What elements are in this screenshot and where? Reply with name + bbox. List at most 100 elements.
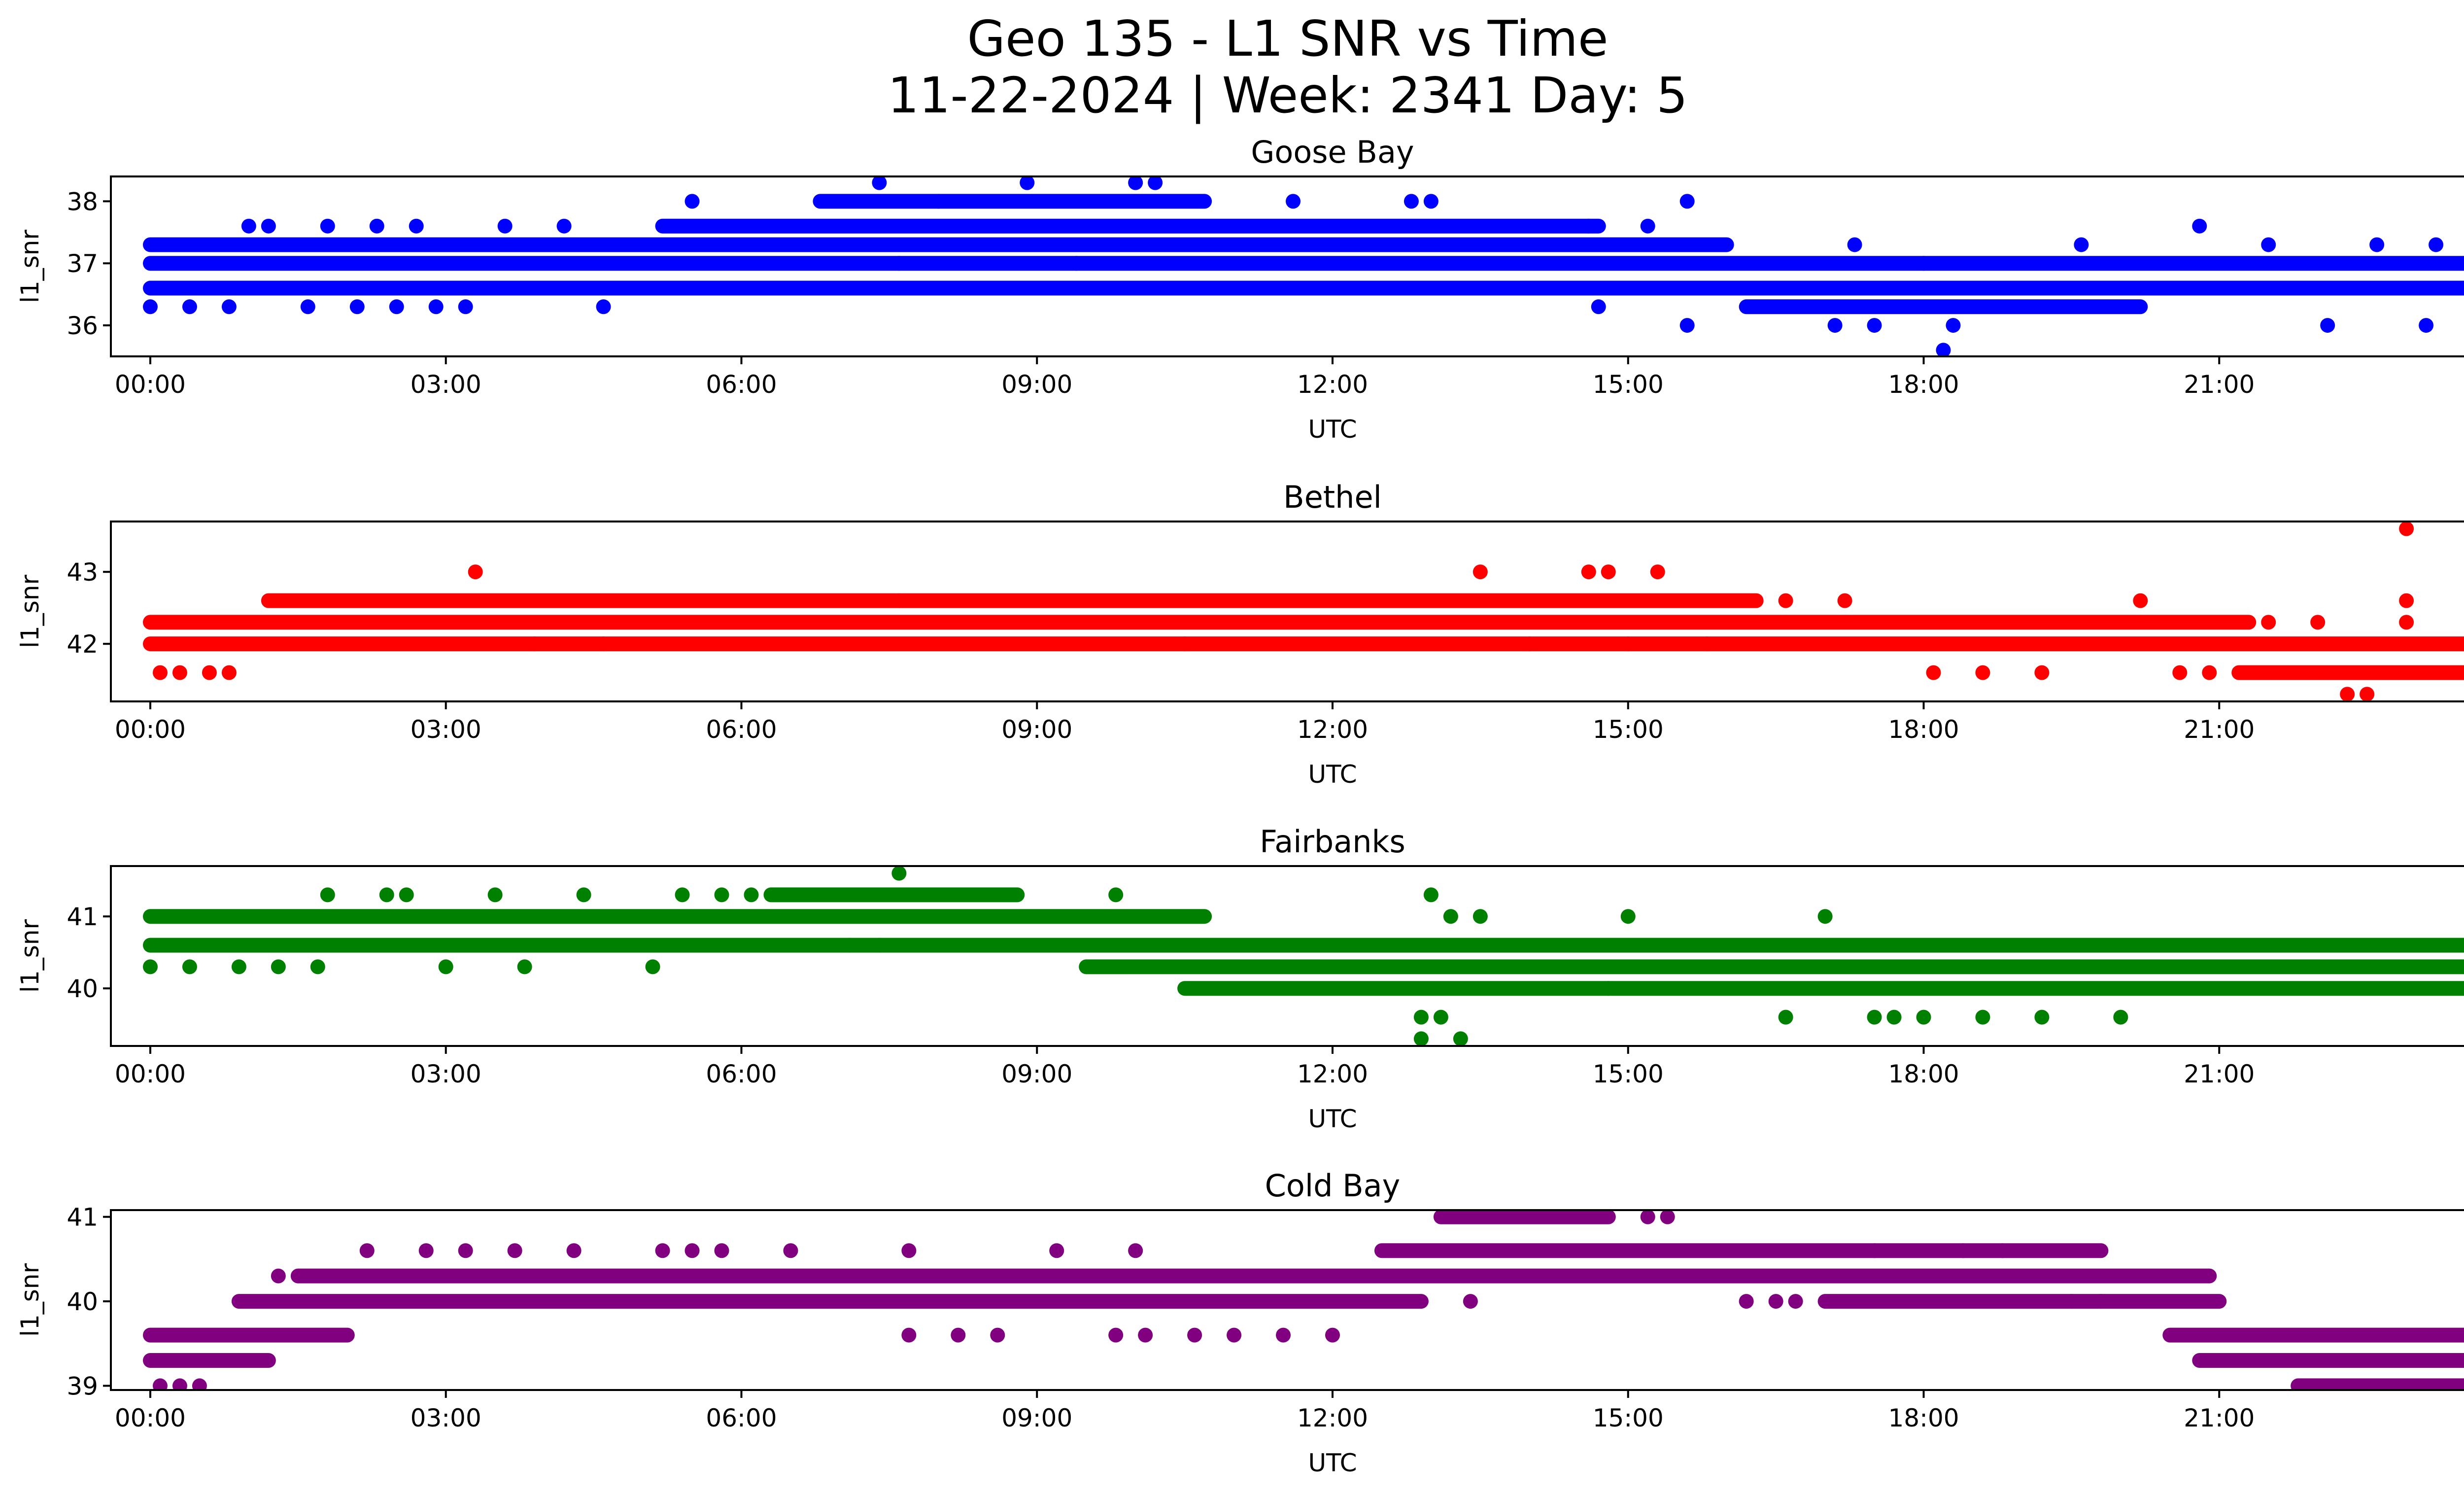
data-point	[2172, 665, 2188, 680]
x-tick-label: 21:00	[2184, 370, 2255, 399]
data-point	[369, 218, 384, 234]
x-tick-label: 00:00	[115, 370, 186, 399]
data-point	[576, 887, 591, 903]
x-tick-label: 18:00	[1888, 715, 1959, 744]
data-point	[182, 299, 197, 314]
data-point	[1413, 1009, 1429, 1025]
data-point	[596, 299, 611, 314]
data-point	[1679, 318, 1695, 333]
data-point	[379, 887, 394, 903]
data-point	[468, 564, 483, 580]
panel-title: Fairbanks	[1260, 824, 1405, 860]
data-point	[1837, 593, 1852, 608]
data-point	[517, 959, 532, 974]
data-point	[142, 299, 158, 314]
data-point	[2360, 687, 2375, 701]
x-tick-label: 15:00	[1593, 1404, 1664, 1432]
data-point	[1472, 564, 1488, 580]
axes-frame	[110, 865, 2464, 1047]
x-tick-label: 03:00	[411, 1060, 481, 1088]
data-series-goose-bay	[142, 176, 2464, 356]
x-tick-label: 03:00	[411, 370, 481, 399]
x-tick-label: 12:00	[1297, 370, 1368, 399]
data-point	[1463, 1294, 1478, 1309]
x-tick-label: 15:00	[1593, 1060, 1664, 1088]
data-point	[675, 887, 690, 903]
data-point	[2093, 1294, 2109, 1309]
data-point	[2133, 593, 2148, 608]
panel-title: Cold Bay	[1265, 1168, 1401, 1204]
data-point	[1433, 1009, 1448, 1025]
data-point	[714, 887, 729, 903]
x-axis-label: UTC	[1308, 1105, 1357, 1133]
data-point	[1768, 1294, 1783, 1309]
data-point	[458, 1243, 473, 1258]
data-point	[1227, 1327, 1242, 1343]
panel-bethel: Bethel 00:00 03:00 06:00 09:00 12:00 15:00 18:0…	[16, 479, 2464, 789]
data-point	[566, 1243, 582, 1258]
data-point	[1847, 237, 1862, 252]
data-point	[1916, 256, 1931, 271]
data-point	[2064, 1294, 2079, 1309]
data-point	[438, 959, 453, 974]
x-tick-label: 21:00	[2184, 1060, 2255, 1088]
data-point	[1443, 909, 1458, 924]
data-point	[1778, 1009, 1793, 1025]
data-point	[2113, 1009, 2128, 1025]
data-point	[1472, 909, 1488, 924]
data-point	[1591, 299, 1606, 314]
data-point	[1522, 636, 1537, 652]
x-tick-label: 06:00	[706, 1404, 777, 1432]
data-point	[349, 299, 365, 314]
data-point	[300, 299, 315, 314]
data-point	[744, 887, 759, 903]
data-point	[2074, 237, 2089, 252]
data-point	[359, 1243, 375, 1258]
data-point	[1886, 1009, 1902, 1025]
data-point	[1778, 593, 1793, 608]
data-point	[1640, 1210, 1655, 1224]
data-point	[655, 1243, 670, 1258]
data-point	[1817, 909, 1833, 924]
data-point	[261, 218, 276, 234]
x-tick-label: 09:00	[1001, 1060, 1072, 1088]
data-point	[1325, 280, 1340, 296]
data-point	[1423, 194, 1438, 209]
data-point	[714, 1243, 729, 1258]
x-tick-label: 06:00	[706, 1060, 777, 1088]
data-point	[753, 280, 769, 296]
data-point	[1423, 887, 1438, 903]
data-point	[1601, 564, 1616, 580]
data-point	[1867, 1243, 1882, 1258]
data-point	[192, 1378, 207, 1390]
x-tick-label: 15:00	[1593, 370, 1664, 399]
x-tick-label: 21:00	[2184, 1404, 2255, 1432]
x-axis-label: UTC	[1308, 760, 1357, 789]
y-tick-label: 38	[67, 187, 98, 216]
data-point	[1108, 887, 1124, 903]
data-point	[1187, 1327, 1202, 1343]
x-tick-label: 00:00	[115, 1404, 186, 1432]
x-axis-label: UTC	[1308, 1449, 1357, 1477]
data-point	[1975, 1009, 1990, 1025]
data-point	[1601, 981, 1616, 996]
data-point	[1788, 1294, 1803, 1309]
data-point	[1148, 176, 1163, 190]
data-point	[2399, 615, 2414, 630]
data-point	[241, 218, 256, 234]
data-point	[418, 1243, 434, 1258]
data-point	[951, 1327, 966, 1343]
data-point	[2429, 237, 2444, 252]
y-tick-label: 43	[67, 558, 98, 587]
data-point	[1699, 636, 1714, 652]
data-point	[1236, 280, 1252, 296]
data-point	[2261, 615, 2276, 630]
data-point	[231, 959, 246, 974]
data-point	[1325, 1327, 1340, 1343]
data-point	[1187, 280, 1202, 296]
data-point	[842, 938, 857, 953]
data-point	[2419, 318, 2434, 333]
data-point	[990, 1327, 1005, 1343]
